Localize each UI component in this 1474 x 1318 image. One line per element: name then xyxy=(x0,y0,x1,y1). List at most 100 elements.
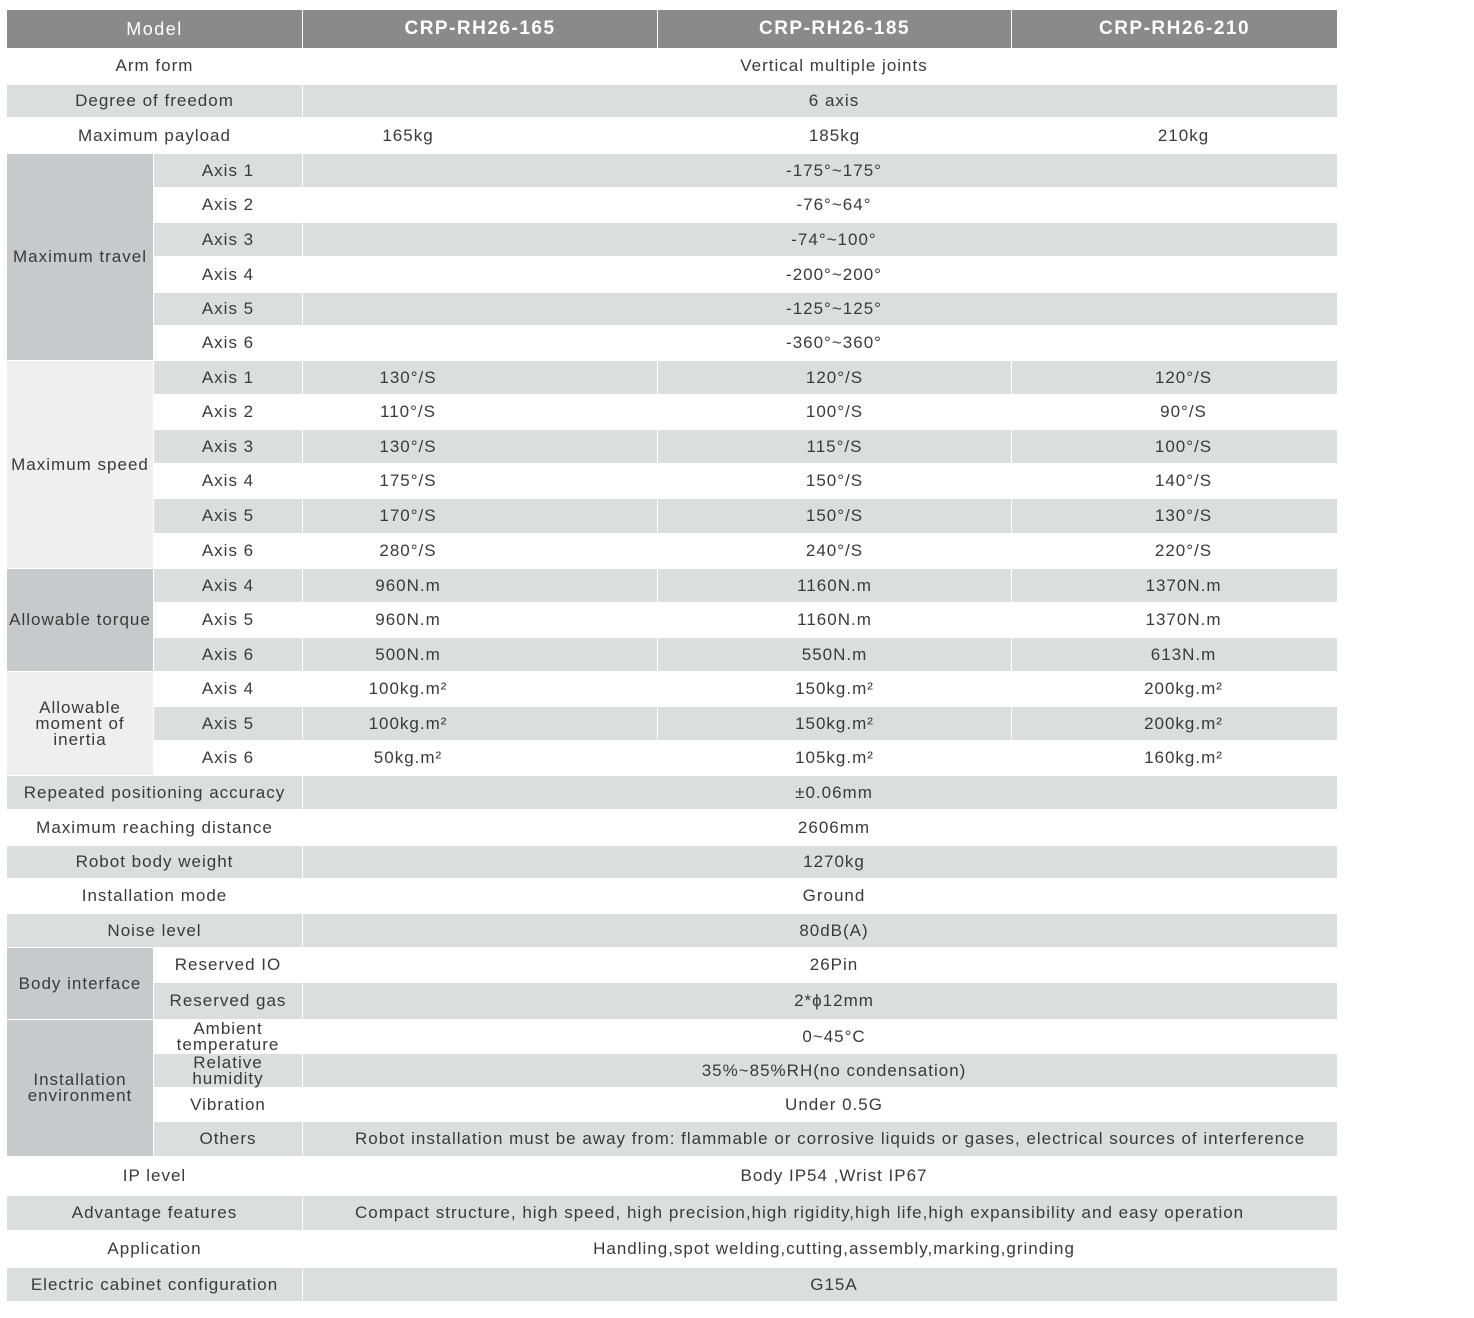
row-label-text: Application xyxy=(107,1239,202,1258)
row-value-3: 210kg xyxy=(1012,118,1337,153)
row-value-2: 100°/S xyxy=(658,395,1011,429)
row-label-text: Axis 4 xyxy=(201,264,255,284)
row-value-text: 2*ϕ12mm xyxy=(794,991,874,1010)
row-label: Axis 5 xyxy=(154,293,302,325)
row-value-3: 613N.m xyxy=(1012,638,1337,671)
row-value-1-text: 110°/S xyxy=(380,402,436,421)
header-model-1-text: CRP-RH26-165 xyxy=(404,18,556,39)
row-value-text: 1270kg xyxy=(803,852,865,871)
row-label: Axis 1 xyxy=(154,361,302,394)
row-value-1: 50kg.m² xyxy=(303,741,657,775)
row-value: ±0.06mm xyxy=(303,776,1337,809)
row-label-text: Reserved gas xyxy=(169,991,287,1010)
row-label: Axis 5 xyxy=(154,707,302,740)
row-value-3-text: 200kg.m² xyxy=(1144,713,1223,733)
row-value-2-text: 105kg.m² xyxy=(795,748,874,767)
row-label: Maximum reaching distance xyxy=(7,810,302,845)
row-label-text: Axis 5 xyxy=(201,299,255,318)
row-value-1-text: 175°/S xyxy=(379,471,437,490)
row-value-text: 35%~85%RH(no condensation) xyxy=(701,1060,967,1080)
row-value-3: 1370N.m xyxy=(1012,569,1337,602)
header-model-3-text: CRP-RH26-210 xyxy=(1098,18,1251,39)
row-value-text: ±0.06mm xyxy=(795,782,873,802)
row-value-1-text: 100kg.m² xyxy=(368,713,448,733)
row-value-3-text: 220°/S xyxy=(1154,541,1213,560)
row-value-2: 115°/S xyxy=(658,430,1011,463)
row-value-2-text: 100°/S xyxy=(805,402,864,421)
row-value-1-text: 960N.m xyxy=(375,610,441,629)
header-model-3: CRP-RH26-210 xyxy=(1012,10,1337,48)
row-value-1: 165kg xyxy=(303,118,657,153)
group-label: Allowable torque xyxy=(7,569,153,671)
row-label: IP level xyxy=(7,1157,302,1195)
row-label: Repeated positioning accuracy xyxy=(7,776,302,809)
row-value-2-text: 185kg xyxy=(808,125,861,145)
row-value: -74°~100° xyxy=(303,223,1337,256)
row-value-text: Under 0.5G xyxy=(785,1094,883,1114)
row-value-3-text: 613N.m xyxy=(1150,644,1217,664)
row-label-text: Axis 2 xyxy=(201,402,255,421)
row-label: Axis 2 xyxy=(154,395,302,429)
row-label: Electric cabinet configuration xyxy=(7,1268,302,1301)
row-value-1: 130°/S xyxy=(303,430,657,463)
row-value-3: 160kg.m² xyxy=(1012,741,1337,775)
row-label-text: Degree of freedom xyxy=(75,91,234,110)
row-value-1-text: 130°/S xyxy=(379,436,437,456)
group-label: Maximum speed xyxy=(7,361,153,568)
row-value-3: 200kg.m² xyxy=(1012,707,1337,740)
row-label: Arm form xyxy=(7,48,302,84)
row-value-2-text: 1160N.m xyxy=(797,575,872,595)
row-value-1: 280°/S xyxy=(303,534,657,568)
row-label: Maximum payload xyxy=(7,118,302,153)
row-value-1: 175°/S xyxy=(303,464,657,498)
row-value: 2606mm xyxy=(303,810,1337,845)
row-label: Axis 6 xyxy=(154,638,302,671)
row-label-text: Robot body weight xyxy=(75,852,234,871)
row-value-text: 2606mm xyxy=(797,817,871,837)
row-value-2: 185kg xyxy=(658,118,1011,153)
header-model-label: Model xyxy=(7,10,302,48)
row-label: Vibration xyxy=(154,1088,302,1121)
row-label-text: Noise level xyxy=(107,920,202,940)
row-value: Under 0.5G xyxy=(303,1088,1337,1121)
row-value-text: 6 axis xyxy=(808,91,860,110)
row-value-2-text: 1160N.m xyxy=(797,610,872,629)
row-value-2: 1160N.m xyxy=(658,569,1011,602)
row-value-1-text: 280°/S xyxy=(379,541,437,560)
row-value-text: -74°~100° xyxy=(791,229,877,249)
row-value-3: 100°/S xyxy=(1012,430,1337,463)
row-value-1-text: 170°/S xyxy=(379,506,437,525)
row-label-text: Axis 1 xyxy=(201,160,255,180)
row-label-text: Reserved IO xyxy=(174,955,282,974)
row-value-3-text: 210kg xyxy=(1157,125,1210,145)
row-value-3-text: 160kg.m² xyxy=(1144,748,1223,767)
row-value: 35%~85%RH(no condensation) xyxy=(303,1054,1337,1087)
row-label: Axis 4 xyxy=(154,464,302,498)
row-value-2-text: 150kg.m² xyxy=(795,679,874,698)
row-label: Axis 4 xyxy=(154,257,302,292)
row-label-text: Axis 5 xyxy=(201,506,255,525)
row-label-text: Advantage features xyxy=(71,1203,238,1222)
header-model-label-text: Model xyxy=(126,19,183,39)
row-label: Application xyxy=(7,1231,302,1267)
group-label-text: Body interface xyxy=(18,973,142,993)
row-value: -76°~64° xyxy=(303,188,1337,222)
group-label-text: Maximum speed xyxy=(11,454,149,474)
row-value-1: 500N.m xyxy=(303,638,657,671)
row-label: Noise level xyxy=(7,914,302,947)
row-label: Axis 3 xyxy=(154,430,302,463)
row-label-text: Axis 3 xyxy=(201,229,255,249)
row-label: Reserved gas xyxy=(154,983,302,1019)
row-value: 6 axis xyxy=(303,85,1337,117)
group-label-text: Allowable torque xyxy=(9,610,151,629)
row-label: Robot body weight xyxy=(7,846,302,878)
row-label-text: Axis 6 xyxy=(201,333,255,352)
row-label: Others xyxy=(154,1122,302,1156)
row-label-text: Installation mode xyxy=(81,886,228,905)
row-value-text: Vertical multiple joints xyxy=(740,56,928,75)
row-value-2: 150°/S xyxy=(658,499,1011,533)
row-value-1-text: 500N.m xyxy=(375,644,441,664)
row-label: Axis 6 xyxy=(154,326,302,360)
row-label: Axis 4 xyxy=(154,672,302,706)
row-value-2: 105kg.m² xyxy=(658,741,1011,775)
